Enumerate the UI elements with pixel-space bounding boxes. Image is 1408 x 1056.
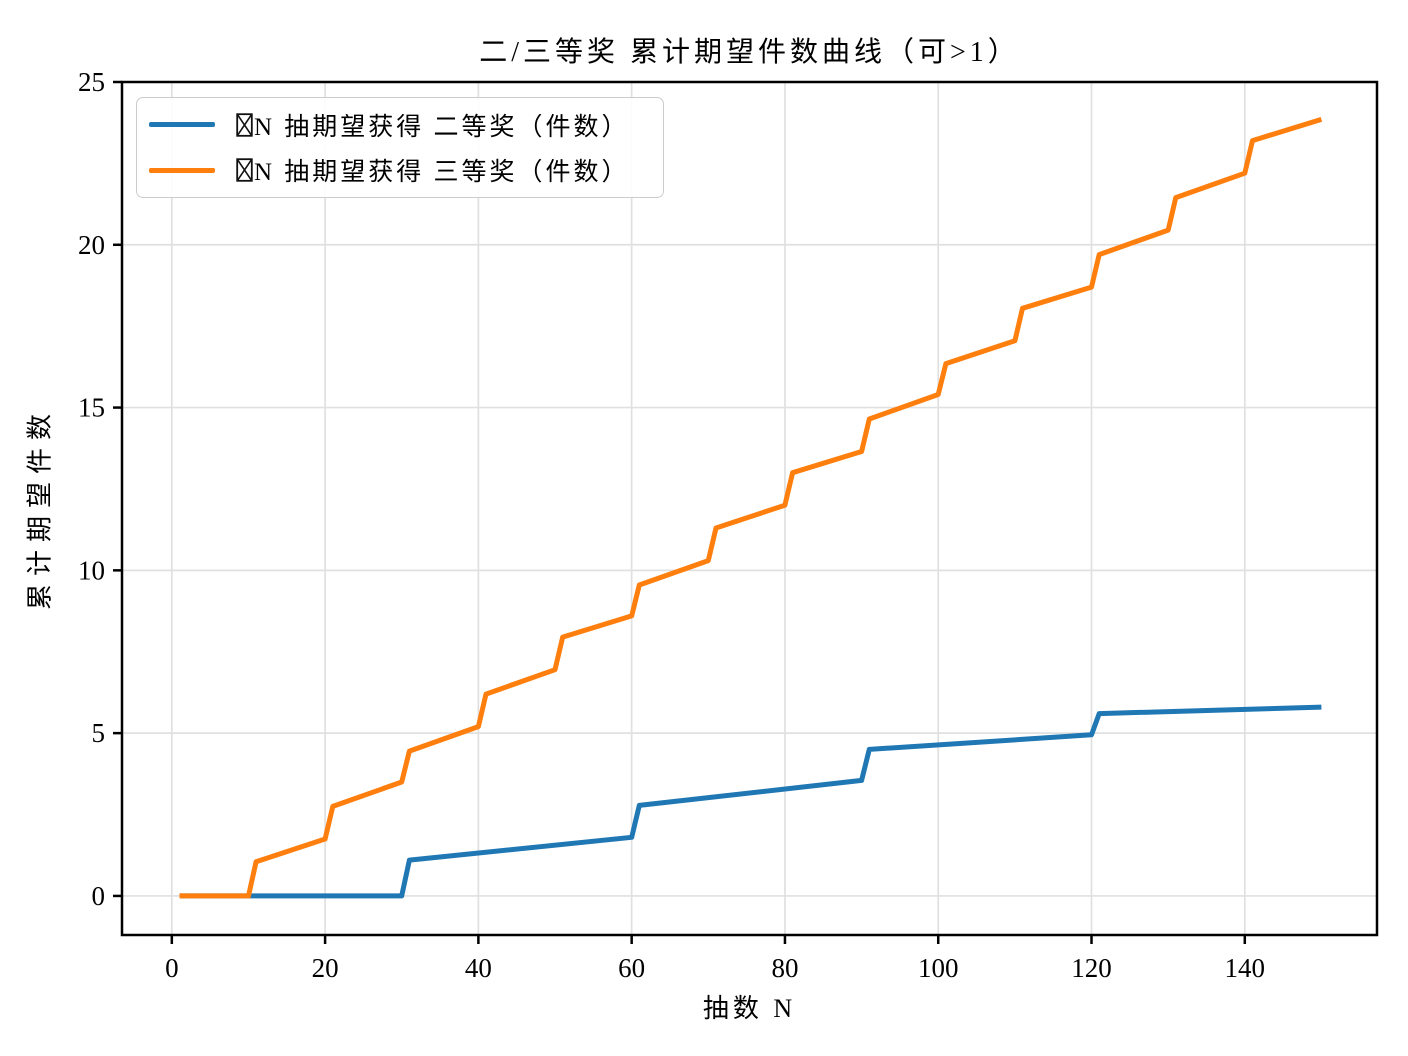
x-tick-label: 20 [312,953,339,983]
legend-line-sample-third-prize [149,167,215,173]
x-tick-label: 120 [1071,953,1112,983]
y-axis-label: 累计期望件数 [25,405,55,611]
legend-label-third-prize: N 抽期望获得 三等奖（件数） [236,152,630,188]
legend-line-sample-second-prize [149,122,215,128]
legend-item-second-prize: N 抽期望获得 二等奖（件数） [149,102,663,148]
y-tick-label: 0 [92,881,106,911]
x-tick-label: 40 [465,953,492,983]
y-tick-label: 10 [78,555,105,585]
x-tick-label: 60 [618,953,645,983]
y-tick-label: 5 [92,718,106,748]
series-line-third-prize [179,117,1323,899]
y-tick-label: 15 [78,393,105,423]
y-tick-label: 25 [78,67,105,97]
series-line-second-prize [179,704,1322,899]
legend: N 抽期望获得 二等奖（件数） N 抽期望获得 三等奖（件数） [136,97,664,198]
axes-spines [120,80,1379,937]
missing-glyph-icon [236,113,253,137]
chart-title: 二/三等奖 累计期望件数曲线（可>1） [479,37,1020,68]
legend-label-text: N 抽期望获得 二等奖（件数） [254,113,630,141]
x-tick-label: 100 [918,953,959,983]
x-tick-label: 0 [165,953,179,983]
x-axis-label: 抽数 N [702,994,797,1023]
legend-label-second-prize: N 抽期望获得 二等奖（件数） [236,107,630,143]
y-tick-label: 20 [78,230,105,260]
x-tick-label: 140 [1225,953,1266,983]
legend-item-third-prize: N 抽期望获得 三等奖（件数） [149,148,663,194]
x-tick-label: 80 [771,953,798,983]
legend-label-text: N 抽期望获得 三等奖（件数） [254,159,630,187]
missing-glyph-icon [236,158,253,182]
